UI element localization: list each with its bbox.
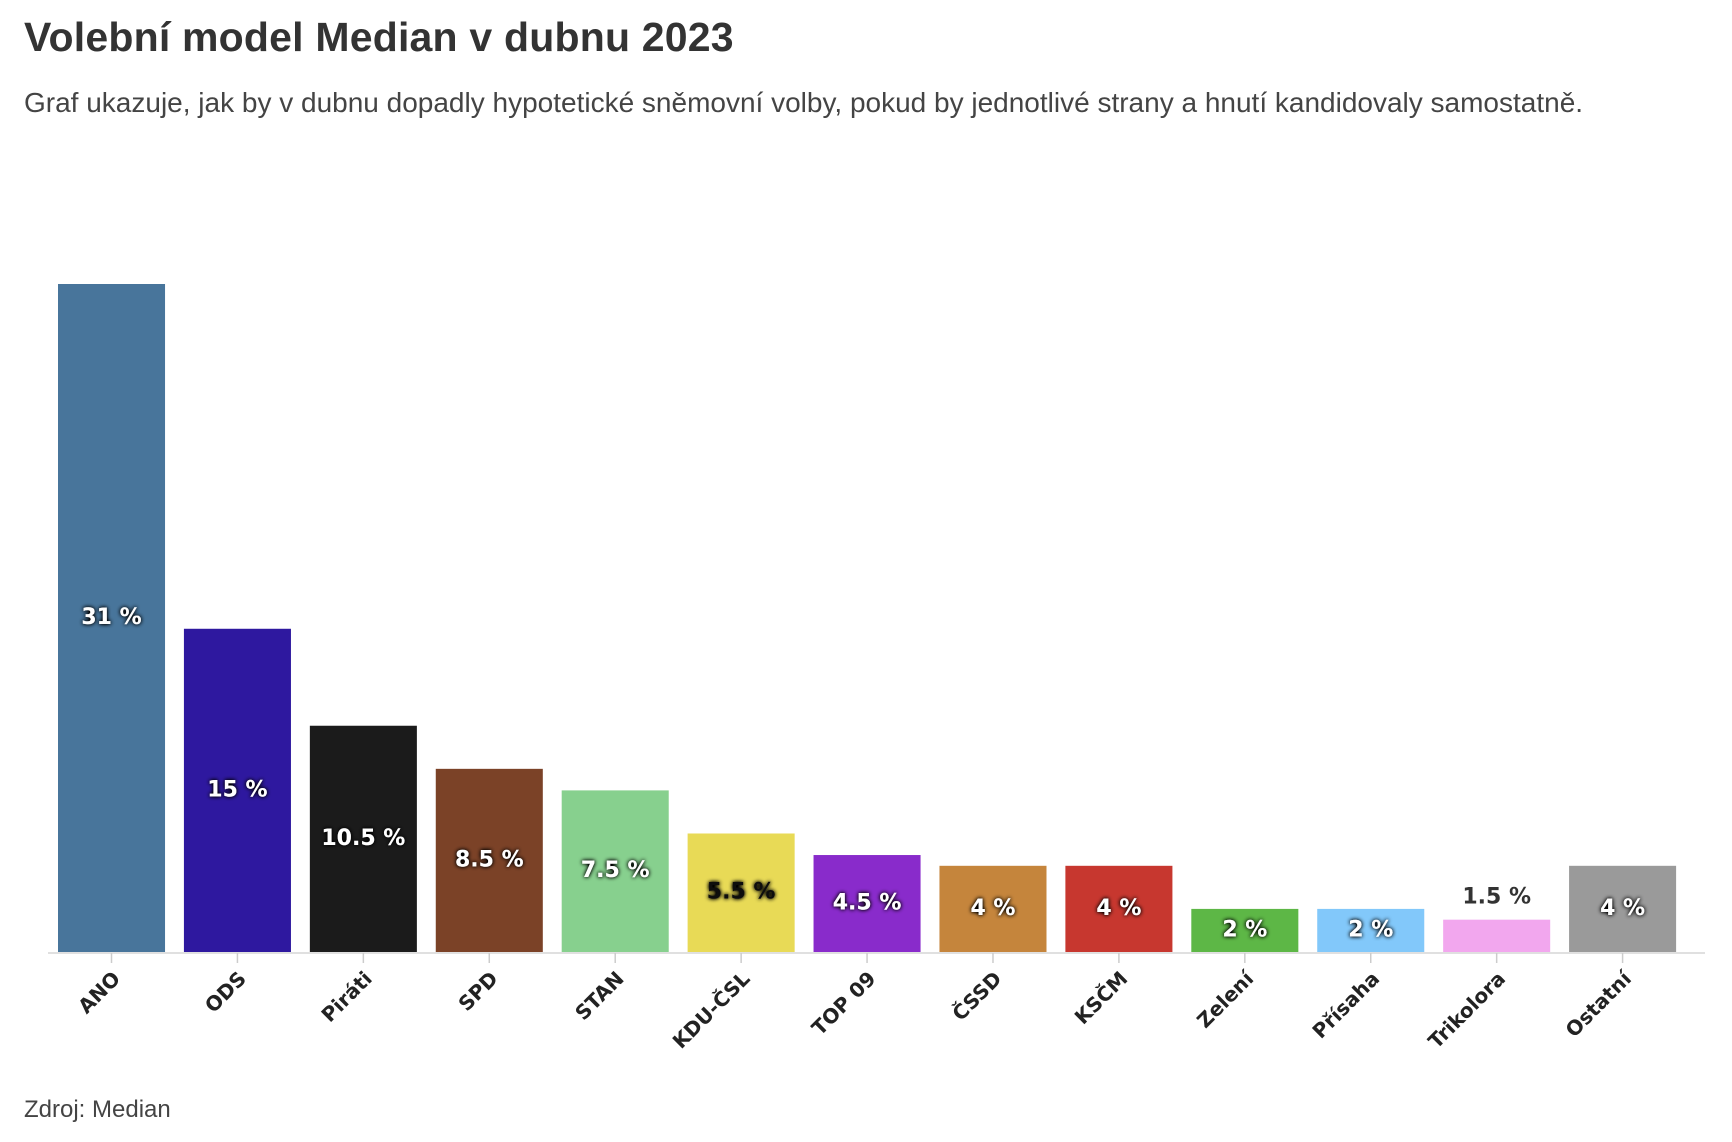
bar-prisaha	[1317, 908, 1425, 952]
tick-label-prisaha: Přísaha	[1307, 966, 1384, 1043]
bar-label-ods: 15 %	[207, 777, 267, 802]
tick-label-spd: SPD	[453, 966, 502, 1015]
bar-label-cssd: 4 %	[970, 896, 1015, 921]
bar-label-top-09: 4.5 %	[833, 891, 902, 916]
bar-spd	[435, 768, 543, 952]
bar-pirati	[309, 725, 417, 952]
bar-label-zeleni: 2 %	[1222, 917, 1267, 942]
bar-trikolora	[1443, 919, 1551, 952]
tick-label-ostatni: Ostatní	[1561, 966, 1637, 1042]
bar-ostatni	[1569, 865, 1677, 952]
tick-label-cssd: ČSSD	[947, 966, 1006, 1025]
tick-label-ano: ANO	[73, 966, 125, 1018]
source-note: Zdroj: Median	[24, 1096, 171, 1123]
bar-cssd	[939, 865, 1047, 952]
bar-label-trikolora: 1.5 %	[1462, 885, 1531, 910]
tick-label-ods: ODS	[200, 966, 251, 1017]
tick-label-pirati: Piráti	[316, 966, 376, 1026]
chart-subtitle: Graf ukazuje, jak by v dubnu dopadly hyp…	[24, 87, 1584, 118]
bar-zeleni	[1191, 908, 1299, 952]
bar-top-09	[813, 855, 921, 952]
bar-label-kdu-csl: 5.5 %	[707, 880, 776, 905]
bar-label-spd: 8.5 %	[455, 847, 524, 872]
bar-labels-group: 31 % 15 % 10.5 % 8.5 % 7.5 % 5.5 % 4.5 % 4 % 4 %…	[81, 605, 1645, 942]
bar-stan	[561, 790, 669, 952]
bar-ano	[58, 284, 166, 952]
tick-label-kscm: KSČM	[1070, 966, 1133, 1029]
tick-label-kdu-csl: KDU-ČSL	[668, 966, 755, 1053]
bar-label-pirati: 10.5 %	[321, 826, 405, 851]
bar-label-kscm: 4 %	[1096, 896, 1141, 921]
tick-label-stan: STAN	[570, 966, 628, 1024]
bar-ods	[183, 628, 291, 952]
tick-label-trikolora: Trikolora	[1423, 966, 1510, 1053]
chart-title: Volební model Median v dubnu 2023	[24, 14, 734, 60]
x-axis-ticks: ANO ODS Piráti SPD STAN KDU-ČSL TOP 09 ČSSD KSČM…	[73, 953, 1637, 1053]
bar-kdu-csl	[687, 833, 795, 952]
tick-label-zeleni: Zelení	[1192, 966, 1259, 1033]
bar-label-stan: 7.5 %	[581, 858, 650, 883]
bar-label-ano: 31 %	[81, 605, 141, 630]
bar-label-prisaha: 2 %	[1348, 917, 1393, 942]
bars-group	[58, 284, 1677, 952]
bar-label-ostatni: 4 %	[1600, 896, 1645, 921]
bar-kscm	[1065, 865, 1173, 952]
tick-label-top-09: TOP 09	[807, 966, 881, 1040]
